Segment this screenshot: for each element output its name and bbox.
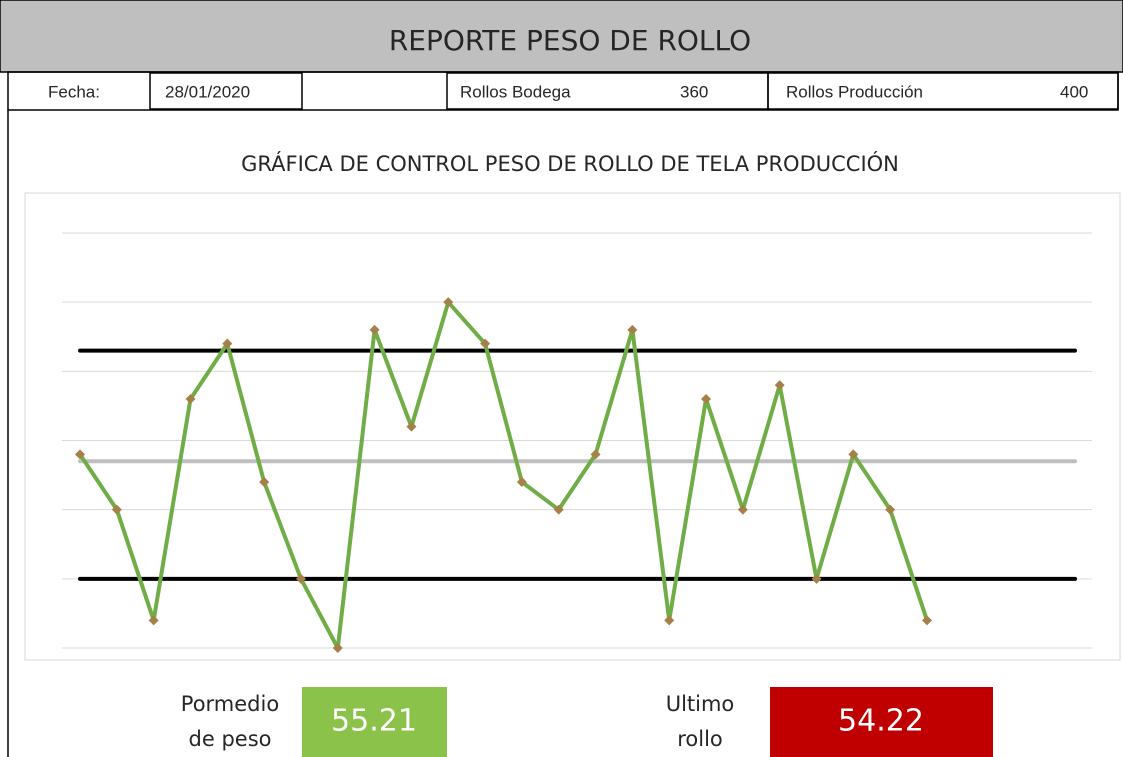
point-marker <box>185 394 196 404</box>
point-marker <box>553 504 564 515</box>
average-value: 55.21 <box>331 704 417 739</box>
series-line <box>78 300 929 650</box>
average-label: de peso <box>189 727 272 751</box>
last-label: rollo <box>677 727 723 751</box>
point-marker <box>75 449 85 460</box>
chart-frame <box>24 192 1121 661</box>
point-marker <box>259 477 270 487</box>
warehouse-count: 360 <box>680 82 708 101</box>
point-marker <box>295 573 306 584</box>
point-marker <box>627 324 638 335</box>
date: 28/01/2020 <box>165 82 250 101</box>
last-box <box>770 687 993 757</box>
date-cell <box>149 72 303 110</box>
point-marker <box>111 504 122 515</box>
point-marker <box>664 615 675 626</box>
chart-title: GRÁFICA DE CONTROL PESO DE ROLLO DE TELA… <box>241 151 899 176</box>
point-marker <box>811 573 822 584</box>
point-marker <box>222 338 233 349</box>
last-label: Ultimo <box>666 692 735 716</box>
production-count: 400 <box>1060 82 1088 101</box>
date-label: Fecha: <box>48 82 100 101</box>
point-marker <box>406 421 417 432</box>
average-label: Pormedio <box>181 692 279 716</box>
point-marker <box>332 643 343 653</box>
point-marker <box>774 380 785 391</box>
point-marker <box>148 615 159 626</box>
point-marker <box>737 504 748 515</box>
point-marker <box>480 338 491 349</box>
last-value: 54.22 <box>838 704 924 739</box>
warehouse-label: Rollos Bodega <box>460 82 571 101</box>
point-marker <box>369 324 380 335</box>
production-label: Rollos Producción <box>786 82 923 101</box>
point-marker <box>701 394 712 404</box>
point-marker <box>848 449 859 460</box>
point-marker <box>885 504 896 515</box>
header-title: REPORTE PESO DE ROLLO <box>389 24 751 57</box>
point-marker <box>590 449 601 460</box>
point-marker <box>516 477 527 487</box>
point-marker <box>922 615 932 626</box>
average-box <box>302 687 447 757</box>
production-cell <box>767 72 1119 110</box>
point-marker <box>443 297 454 308</box>
